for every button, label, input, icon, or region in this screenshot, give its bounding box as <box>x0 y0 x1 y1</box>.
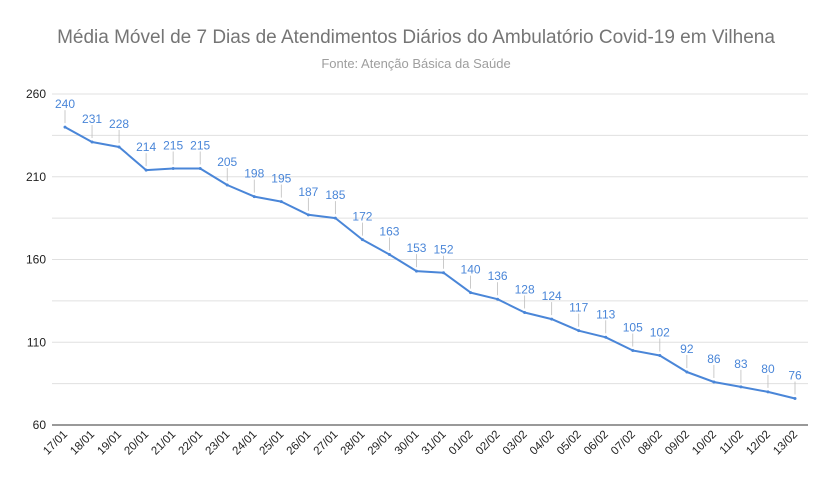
x-tick-label: 03/02 <box>501 429 530 458</box>
x-tick-label: 11/02 <box>718 429 746 457</box>
data-label: 140 <box>461 263 481 277</box>
data-point <box>793 397 797 401</box>
data-label: 195 <box>271 172 291 186</box>
x-tick-label: 20/01 <box>122 429 151 458</box>
data-point <box>469 291 473 295</box>
data-point <box>631 349 635 353</box>
x-tick-label: 12/02 <box>744 429 773 458</box>
data-point <box>604 335 608 339</box>
data-label: 76 <box>788 369 802 383</box>
data-label: 172 <box>352 210 372 224</box>
data-label: 205 <box>217 155 237 169</box>
data-point <box>414 269 418 273</box>
x-tick-label: 19/01 <box>95 429 124 458</box>
x-tick-label: 28/01 <box>339 429 368 458</box>
data-label: 128 <box>515 282 535 296</box>
x-tick-label: 01/02 <box>447 429 476 458</box>
x-tick-label: 31/01 <box>420 429 449 458</box>
data-point <box>577 329 581 333</box>
gridlines <box>52 93 808 426</box>
x-tick-label: 04/02 <box>528 429 557 458</box>
data-label: 105 <box>623 321 643 335</box>
chart-title: Média Móvel de 7 Dias de Atendimentos Di… <box>57 27 775 48</box>
data-label: 80 <box>761 362 775 376</box>
data-label: 231 <box>82 112 102 126</box>
series-line <box>64 126 796 400</box>
y-tick-label: 160 <box>26 253 46 267</box>
x-tick-label: 08/02 <box>636 429 665 458</box>
data-point <box>252 195 256 199</box>
data-point <box>144 168 148 172</box>
data-label: 187 <box>298 185 318 199</box>
y-tick-label: 60 <box>33 418 47 432</box>
x-tick-label: 07/02 <box>609 429 638 458</box>
x-tick-label: 09/02 <box>663 429 692 458</box>
data-point <box>90 140 94 144</box>
data-label: 117 <box>569 301 588 315</box>
data-point <box>225 183 229 187</box>
x-tick-label: 13/02 <box>771 429 800 458</box>
x-tick-label: 06/02 <box>582 429 611 458</box>
x-tick-label: 27/01 <box>312 429 341 458</box>
data-label: 163 <box>379 225 399 239</box>
x-tick-label: 18/01 <box>68 429 97 458</box>
data-label: 228 <box>109 117 129 131</box>
data-label: 102 <box>650 325 670 339</box>
x-tick-label: 05/02 <box>555 429 584 458</box>
data-point <box>685 370 689 374</box>
data-point <box>766 390 770 394</box>
data-point <box>550 317 554 321</box>
x-tick-label: 26/01 <box>285 429 314 458</box>
x-axis: 17/0118/0119/0120/0121/0122/0123/0124/01… <box>41 429 800 458</box>
x-tick-label: 24/01 <box>231 429 260 458</box>
y-tick-label: 260 <box>26 87 46 101</box>
x-tick-label: 30/01 <box>393 429 422 458</box>
data-point <box>712 380 716 384</box>
data-point <box>306 213 310 217</box>
data-point <box>442 271 446 275</box>
data-point <box>117 145 121 149</box>
y-tick-label: 210 <box>26 170 46 184</box>
x-tick-label: 25/01 <box>258 429 287 458</box>
data-label: 152 <box>434 243 454 257</box>
data-point <box>198 166 202 170</box>
data-point <box>387 253 391 257</box>
x-tick-label: 22/01 <box>176 429 205 458</box>
data-label: 86 <box>707 352 721 366</box>
data-label: 153 <box>406 241 426 255</box>
x-tick-label: 29/01 <box>366 429 395 458</box>
data-label: 113 <box>596 307 615 321</box>
chart-subtitle: Fonte: Atenção Básica da Saúde <box>321 56 510 71</box>
data-label: 185 <box>325 188 345 202</box>
y-tick-label: 110 <box>27 335 46 349</box>
data-point <box>333 216 337 220</box>
x-tick-label: 02/02 <box>474 429 503 458</box>
data-point <box>739 385 743 389</box>
data-label: 83 <box>734 357 748 371</box>
data-label: 136 <box>488 269 508 283</box>
data-label: 214 <box>136 140 156 154</box>
data-label: 215 <box>163 138 183 152</box>
y-axis: 60 110 160 210 260 <box>26 87 46 432</box>
data-point <box>171 166 175 170</box>
data-point <box>360 238 364 242</box>
x-tick-label: 21/01 <box>149 429 178 458</box>
data-label: 92 <box>680 342 694 356</box>
x-tick-label: 10/02 <box>690 429 719 458</box>
data-point <box>658 353 662 357</box>
data-labels: 240 231 228 214 215 215 205 198 195 187 185 172 163 1… <box>55 97 802 395</box>
data-point <box>279 200 283 204</box>
data-point <box>523 310 527 314</box>
data-label: 124 <box>542 289 562 303</box>
data-point <box>496 297 500 301</box>
data-label: 215 <box>190 138 210 152</box>
series-layer <box>63 125 797 401</box>
x-tick-label: 17/01 <box>41 429 70 458</box>
data-label: 240 <box>55 97 75 111</box>
data-point <box>63 125 67 129</box>
data-label: 198 <box>244 167 264 181</box>
x-tick-label: 23/01 <box>204 429 233 458</box>
